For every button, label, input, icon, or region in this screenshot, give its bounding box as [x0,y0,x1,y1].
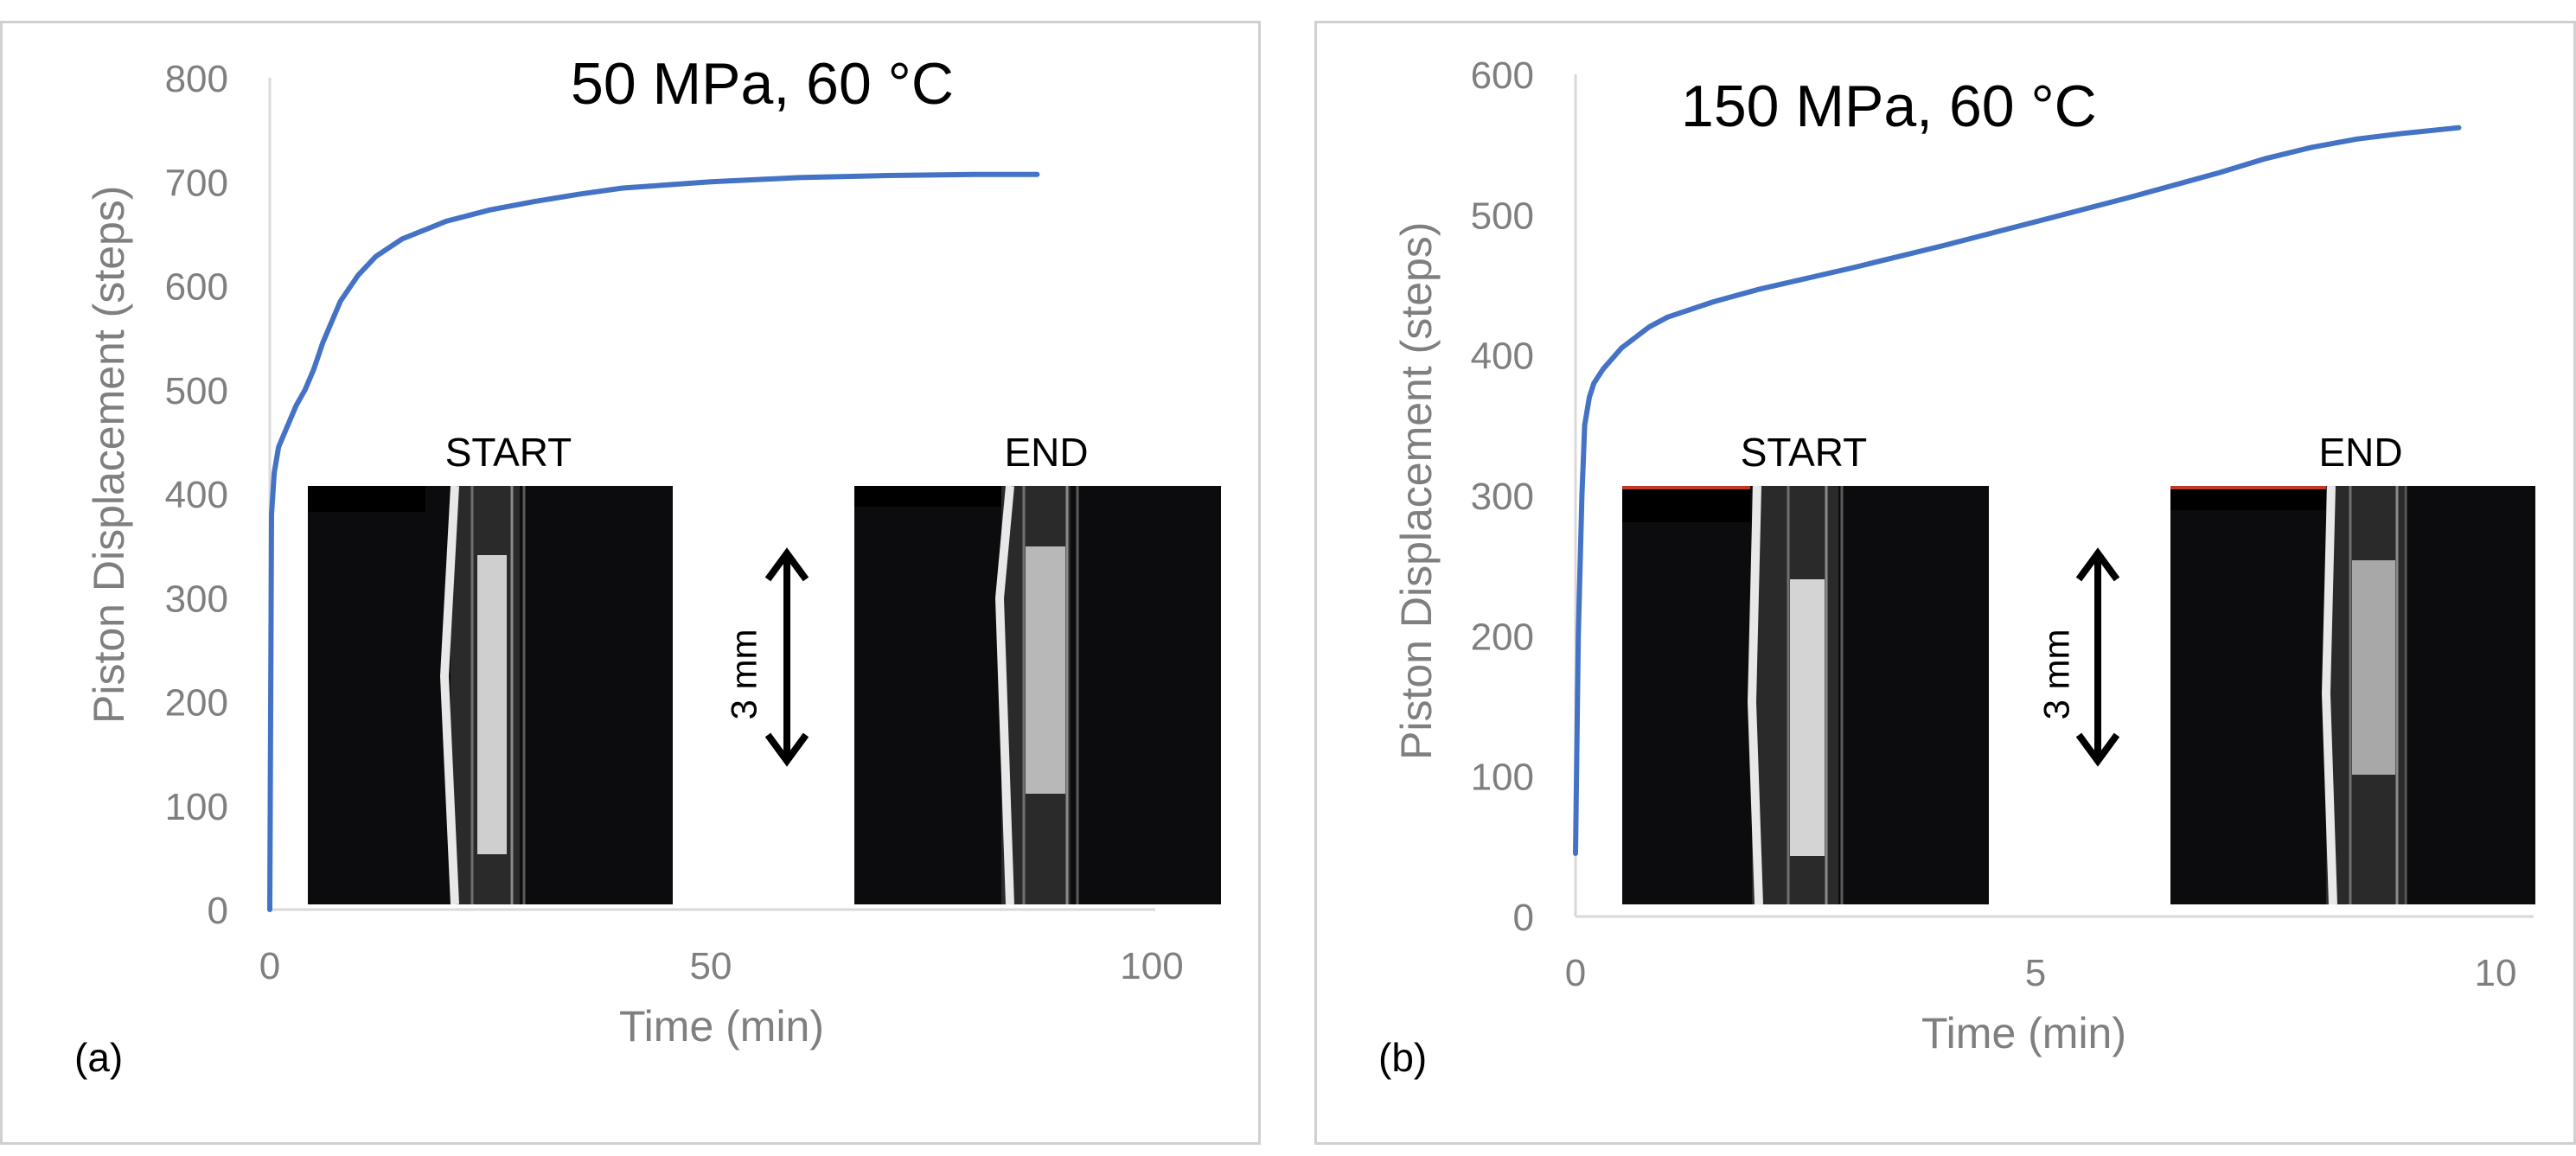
panel-a-axes: 0 100 200 300 400 500 600 700 800 0 50 100 [165,58,1184,987]
panel-a-y-tick-label: 400 [165,474,228,516]
panel-b-end-label: END [2318,430,2403,475]
panel-a-y-tick-label: 700 [165,162,228,204]
panel-b-end-photo [2170,486,2535,904]
panel-a-xlabel: Time (min) [619,1002,825,1051]
panel-a-start-label: START [444,430,572,475]
panel-b-scale-arrow [2075,547,2120,767]
panel-a-y-tick-label: 200 [165,682,228,725]
panel-b-y-tick-label: 300 [1471,476,1534,518]
panel-b-y-tick-label: 100 [1471,757,1534,799]
panel-a-x-tick-label: 0 [259,945,280,987]
panel-b-series-line [1573,125,2462,856]
panel-a-end-photo [854,486,1221,904]
panel-b-axes: 0 100 200 300 400 500 600 0 5 10 [1471,54,2534,994]
panel-a-y-tick-label: 600 [165,266,228,309]
panel-b-x-tick-label: 10 [2475,952,2517,994]
panel-a-y-tick-label: 0 [208,890,228,932]
panel-a-title: 50 MPa, 60 °C [571,51,954,117]
panel-a-x-tick-label: 50 [690,945,732,987]
panel-b-title: 150 MPa, 60 °C [1681,73,2097,139]
panel-a-y-tick-label: 300 [165,578,228,620]
panel-b-start-label: START [1740,430,1868,475]
panel-a-x-tick-label: 100 [1120,945,1183,987]
panel-b-y-tick-label: 0 [1513,897,1534,939]
panel-b-x-tick-label: 0 [1565,952,1586,994]
panel-b-y-tick-label: 600 [1471,54,1534,97]
panel-a-start-photo [308,486,673,904]
panel-b-y-tick-label: 400 [1471,335,1534,378]
panel-a-end-label: END [1004,430,1089,475]
panel-a-frame [0,21,1261,1145]
panel-b-frame [1314,21,2576,1145]
panel-b-ylabel: Piston Displacement (steps) [1392,221,1441,760]
panel-a-y-tick-label: 100 [165,786,228,828]
panel-a-y-tick-label: 800 [165,58,228,100]
panel-b-y-tick-label: 500 [1471,195,1534,237]
panel-b-x-tick-label: 5 [2025,952,2046,994]
panel-a-letter: (a) [74,1035,124,1080]
panel-b-letter: (b) [1378,1035,1428,1080]
panel-b-y-tick-label: 200 [1471,616,1534,658]
panel-a-y-tick-label: 500 [165,370,228,412]
panel-a-scale-arrow [764,547,809,767]
panel-a-scale-label: 3 mm [723,629,764,720]
panel-b-scale-label: 3 mm [2036,629,2077,720]
panel-b-start-photo [1622,486,1989,904]
panel-a-series-line [267,171,1040,912]
panel-a-ylabel: Piston Displacement (steps) [85,185,133,724]
panel-b-xlabel: Time (min) [1921,1009,2127,1057]
